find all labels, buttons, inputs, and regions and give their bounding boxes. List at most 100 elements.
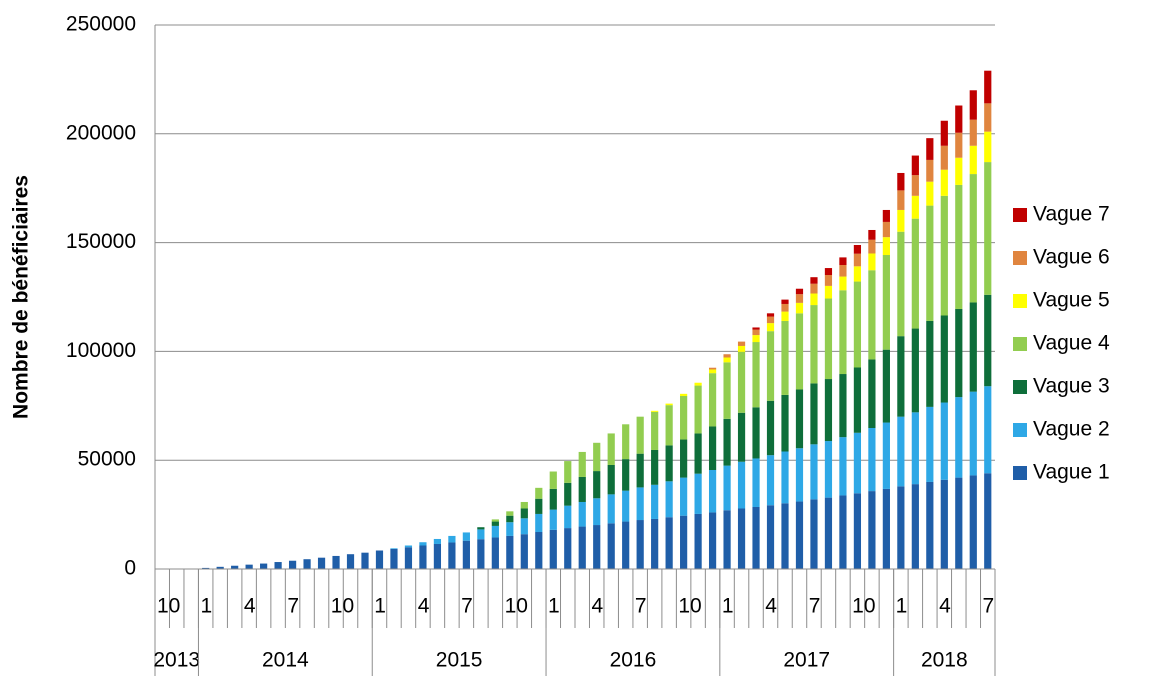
bar-segment [694,433,702,474]
bar-segment [940,145,948,170]
bar-segment [926,320,934,407]
bar-segment [839,276,847,291]
bar-segment [708,469,717,513]
bar-segment [839,257,847,266]
bar-segment [737,461,746,509]
bar-segment [781,320,789,395]
bar-segment [390,548,398,549]
bar-segment [361,552,369,569]
bar-segment [723,418,731,466]
bar-segment [404,545,413,548]
bar-segment [737,508,746,569]
bar-segment [564,505,572,529]
bar-segment [868,253,876,271]
bar-segment [375,550,384,569]
bar-segment [578,501,586,527]
bar-segment [593,442,601,472]
y-tick-label: 150000 [66,230,136,253]
bar-segment [868,239,876,254]
bar-segment [737,341,746,346]
bar-segment [491,525,499,538]
x-tick-label: 1 [374,595,386,618]
bar-segment [607,433,615,465]
bar-segment [810,499,818,569]
bar-segment [651,518,659,569]
y-tick-label: 0 [124,557,136,580]
bar-segment [737,412,746,462]
bar-segment [346,554,355,569]
bar-segment [781,299,789,304]
bar-segment [216,566,224,569]
bar-segment [723,465,731,511]
bar-segment [737,345,746,352]
bar-segment [665,405,673,446]
x-tick-label: 1 [722,595,734,618]
bar-segment [795,288,804,295]
legend-swatch [1013,380,1027,394]
bar-segment [897,172,905,191]
bar-segment [535,532,543,569]
bar-segment [984,70,992,104]
bar-segment [911,484,919,569]
bar-segment [260,563,268,569]
bar-segment [680,439,688,478]
bar-segment [795,501,804,569]
legend-swatch [1013,251,1027,265]
bar-segment [984,162,992,295]
bar-segment [781,451,789,504]
bar-segment [607,494,615,524]
bar-segment [969,174,977,303]
bar-segment [752,335,760,343]
bar-segment [882,422,890,489]
bar-segment [882,349,890,423]
bar-segment [723,354,731,358]
bar-segment [433,543,442,569]
bar-segment [665,403,673,406]
bar-segment [926,181,934,206]
legend-swatch [1013,423,1027,437]
y-tick-label: 200000 [66,121,136,144]
bar-segment [636,453,644,488]
bar-segment [940,120,948,146]
bar-segment [781,303,789,312]
y-axis-title: Nombre de bénéficiaires [10,175,33,419]
bar-segment [462,540,470,569]
bar-segment [636,520,644,569]
bar-segment [317,557,326,569]
bar-segment [578,526,586,569]
y-tick-label: 250000 [66,13,136,36]
bar-segment [506,511,514,516]
bar-segment [564,461,572,483]
bar-segment [651,449,659,485]
bar-segment [882,255,890,350]
bar-segment [708,373,717,427]
group-label: 2014 [262,649,309,672]
bar-segment [419,545,427,569]
bar-segment [636,487,644,521]
bar-segment [622,490,630,522]
x-tick-label: 4 [765,595,777,618]
bar-segment [636,416,644,454]
bar-segment [897,486,905,569]
bar-segment [520,508,528,519]
bar-segment [897,209,905,232]
bar-segment [897,190,905,210]
bar-segment [607,464,615,495]
bar-segment [535,498,543,514]
bar-segment [853,432,862,494]
bar-segment [868,427,876,492]
bar-segment [882,488,890,569]
bar-segment [549,509,557,530]
x-tick-label: 7 [287,595,299,618]
bar-segment [694,513,702,569]
bar-segment [549,471,557,489]
bar-segment [694,473,702,514]
bar-segment [926,159,934,182]
legend-label: Vague 6 [1033,246,1110,269]
bar-segment [288,560,297,569]
bar-segment [680,477,688,516]
legend-label: Vague 1 [1033,461,1110,484]
bar-segment [708,367,717,370]
bar-segment [549,488,557,510]
